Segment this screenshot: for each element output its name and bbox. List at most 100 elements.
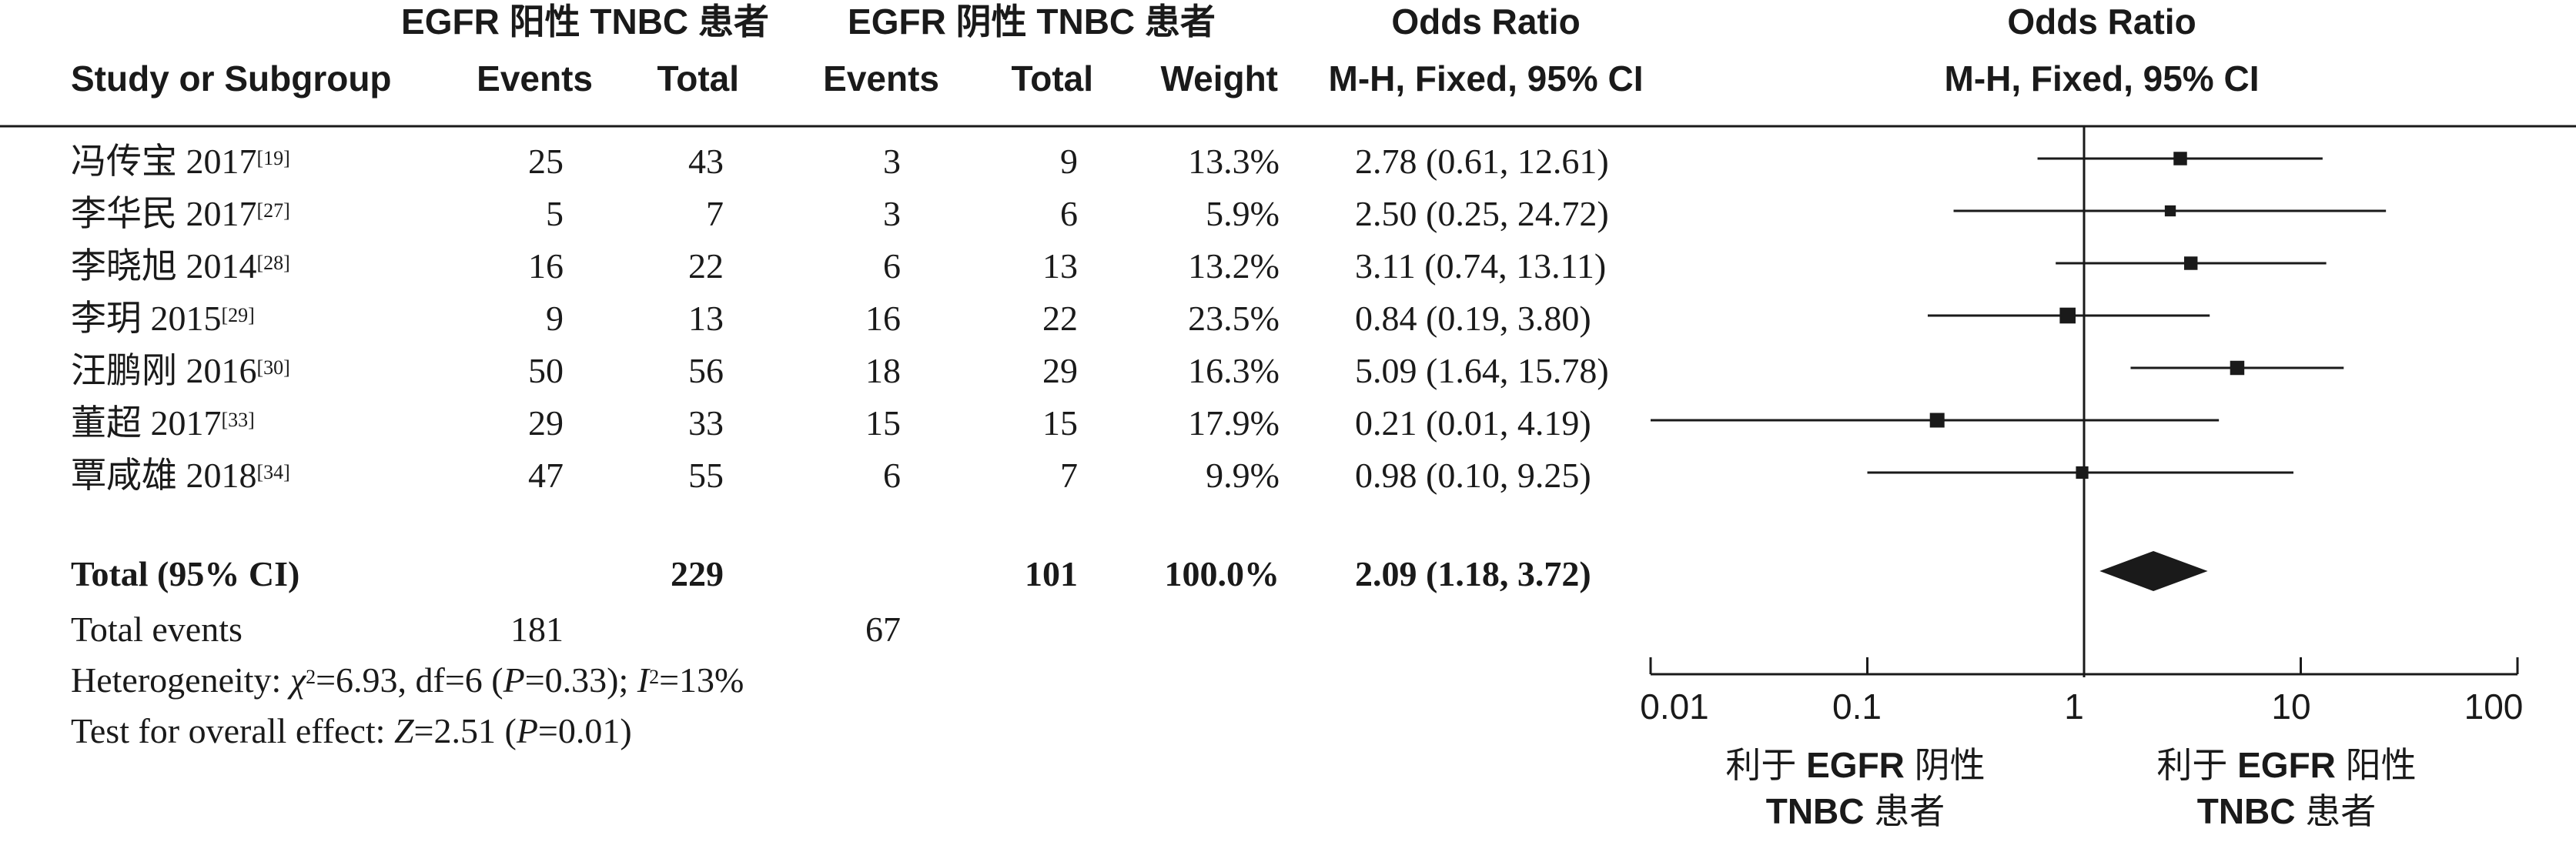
ci-text-cell: 0.21 (0.01, 4.19) [1355,403,1591,443]
total1-cell: 55 [688,456,724,495]
study-name: 李玥 2015[29] [71,297,255,340]
total2-cell: 22 [1042,299,1078,338]
events2-cell: 6 [883,246,901,286]
events2-cell: 16 [865,299,901,338]
events1-cell: 5 [546,194,564,233]
tick-label-0.1: 0.1 [1832,687,1882,727]
total-total2: 101 [1025,554,1078,593]
events2-cell: 15 [865,403,901,443]
study-reference: [19] [256,147,290,169]
study-reference: [27] [256,199,290,222]
or-column-subtitle: M-H, Fixed, 95% CI [1328,58,1644,99]
study-square [2076,466,2089,479]
study-name: 董超 2017[33] [71,402,255,445]
total1-cell: 43 [688,142,724,181]
tick-label-100: 100 [2464,687,2524,727]
group1-header: EGFR 阳性 TNBC 患者 [401,2,769,42]
events1-cell: 29 [528,403,564,443]
total2-header: Total [1011,58,1093,99]
ci-text-cell: 3.11 (0.74, 13.11) [1355,246,1607,286]
favours-right: 利于 EGFR 阳性 TNBC 患者 [2156,745,2417,831]
total2-cell: 9 [1060,142,1078,181]
total2-cell: 7 [1060,456,1078,495]
total1-cell: 13 [688,299,724,338]
study-square [2173,152,2187,165]
weight-cell: 13.2% [1188,246,1280,286]
weight-header: Weight [1160,58,1278,99]
plot-title: Odds Ratio [2007,2,2196,42]
study-reference: [29] [221,304,255,326]
total-ci-text: 2.09 (1.18, 3.72) [1355,554,1591,593]
study-name-text: 覃咸雄 2018 [71,456,257,495]
group2-header: EGFR 阴性 TNBC 患者 [848,2,1216,42]
events1-cell: 50 [528,351,564,390]
study-reference: [28] [256,252,290,274]
events2-cell: 3 [883,194,901,233]
study-square [1929,413,1945,428]
total1-cell: 33 [688,403,724,443]
weight-cell: 9.9% [1206,456,1280,495]
ci-text-cell: 0.98 (0.10, 9.25) [1355,456,1591,495]
overall-effect-line: Test for overall effect: Z=2.51 (P=0.01) [71,711,632,750]
plot-subtitle: M-H, Fixed, 95% CI [1944,58,2260,99]
weight-cell: 13.3% [1188,142,1280,181]
heterogeneity-line: Heterogeneity: χ2=6.93, df=6 (P=0.33); I… [71,660,744,700]
study-square [2183,256,2198,270]
tick-label-1: 1 [2064,687,2084,727]
total-label: Total (95% CI) [71,554,300,593]
weight-cell: 16.3% [1188,351,1280,390]
tick-label-0.01: 0.01 [1640,687,1709,727]
total-events-label: Total events [71,610,243,649]
events1-cell: 47 [528,456,564,495]
total2-cell: 6 [1060,194,1078,233]
or-column-title: Odds Ratio [1391,2,1581,42]
study-name: 李华民 2017[27] [71,192,290,236]
study-reference: [30] [256,356,290,379]
total-events1: 181 [510,610,564,649]
events1-header: Events [477,58,593,99]
ci-text-cell: 2.50 (0.25, 24.72) [1355,194,1609,233]
study-square [2059,307,2076,324]
events1-cell: 9 [546,299,564,338]
total-events2: 67 [865,610,901,649]
ci-text-cell: 5.09 (1.64, 15.78) [1355,351,1609,390]
ci-text-cell: 2.78 (0.61, 12.61) [1355,142,1609,181]
study-name-text: 李晓旭 2014 [71,246,257,286]
study-name: 覃咸雄 2018[34] [71,454,290,497]
total1-cell: 56 [688,351,724,390]
favours-left: 利于 EGFR 阴性 TNBC 患者 [1725,745,1986,831]
study-reference: [34] [256,461,290,483]
events1-cell: 16 [528,246,564,286]
study-name: 李晓旭 2014[28] [71,245,290,288]
total2-cell: 15 [1042,403,1078,443]
events2-cell: 6 [883,456,901,495]
study-name: 汪鹏刚 2016[30] [71,349,290,393]
events2-header: Events [823,58,939,99]
study-square [2230,360,2245,376]
study-name: 冯传宝 2017[19] [71,140,290,183]
tick-label-10: 10 [2271,687,2311,727]
total2-cell: 29 [1042,351,1078,390]
total2-cell: 13 [1042,246,1078,286]
weight-cell: 23.5% [1188,299,1280,338]
study-name-text: 冯传宝 2017 [71,142,257,181]
study-square [2164,205,2176,217]
study-name-text: 汪鹏刚 2016 [71,351,257,390]
study-name-text: 李华民 2017 [71,194,257,233]
events1-cell: 25 [528,142,564,181]
study-header: Study or Subgroup [71,58,392,99]
events2-cell: 3 [883,142,901,181]
total1-header: Total [657,58,739,99]
weight-cell: 17.9% [1188,403,1280,443]
study-name-text: 董超 2017 [71,403,222,443]
total-total1: 229 [671,554,724,593]
total1-cell: 7 [706,194,724,233]
ci-text-cell: 0.84 (0.19, 3.80) [1355,299,1591,338]
events2-cell: 18 [865,351,901,390]
study-name-text: 李玥 2015 [71,299,222,338]
total-weight: 100.0% [1164,554,1280,593]
study-reference: [33] [221,409,255,431]
total1-cell: 22 [688,246,724,286]
weight-cell: 5.9% [1206,194,1280,233]
